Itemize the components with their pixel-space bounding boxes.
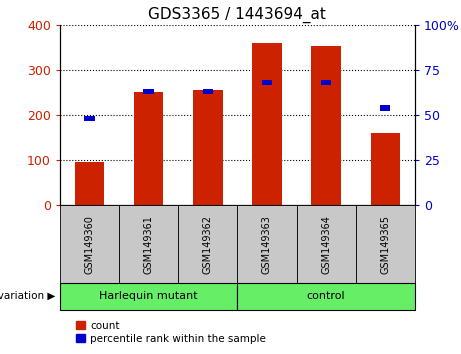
Text: GSM149363: GSM149363 [262, 215, 272, 274]
Bar [60, 283, 237, 310]
Bar [237, 283, 415, 310]
Bar [60, 205, 119, 283]
Bar [371, 133, 400, 205]
Text: GSM149364: GSM149364 [321, 215, 331, 274]
Bar [356, 205, 415, 283]
Bar [237, 205, 296, 283]
Text: GSM149362: GSM149362 [203, 215, 213, 274]
Bar [119, 205, 178, 283]
Bar [296, 205, 356, 283]
Bar [262, 80, 272, 85]
Legend: count, percentile rank within the sample: count, percentile rank within the sample [72, 317, 270, 348]
Bar [321, 80, 331, 85]
Bar [178, 205, 237, 283]
Text: Harlequin mutant: Harlequin mutant [100, 291, 198, 302]
Bar [75, 162, 104, 205]
Text: GSM149361: GSM149361 [144, 215, 154, 274]
Bar [193, 90, 223, 205]
Text: GSM149365: GSM149365 [380, 215, 390, 274]
Bar [380, 105, 390, 110]
Text: control: control [307, 291, 345, 302]
Bar [143, 89, 154, 94]
Bar [134, 92, 164, 205]
Title: GDS3365 / 1443694_at: GDS3365 / 1443694_at [148, 7, 326, 23]
Bar [203, 89, 213, 94]
Text: genotype/variation ▶: genotype/variation ▶ [0, 291, 55, 302]
Bar [252, 43, 282, 205]
Bar [311, 46, 341, 205]
Bar [84, 116, 95, 121]
Text: GSM149360: GSM149360 [84, 215, 95, 274]
